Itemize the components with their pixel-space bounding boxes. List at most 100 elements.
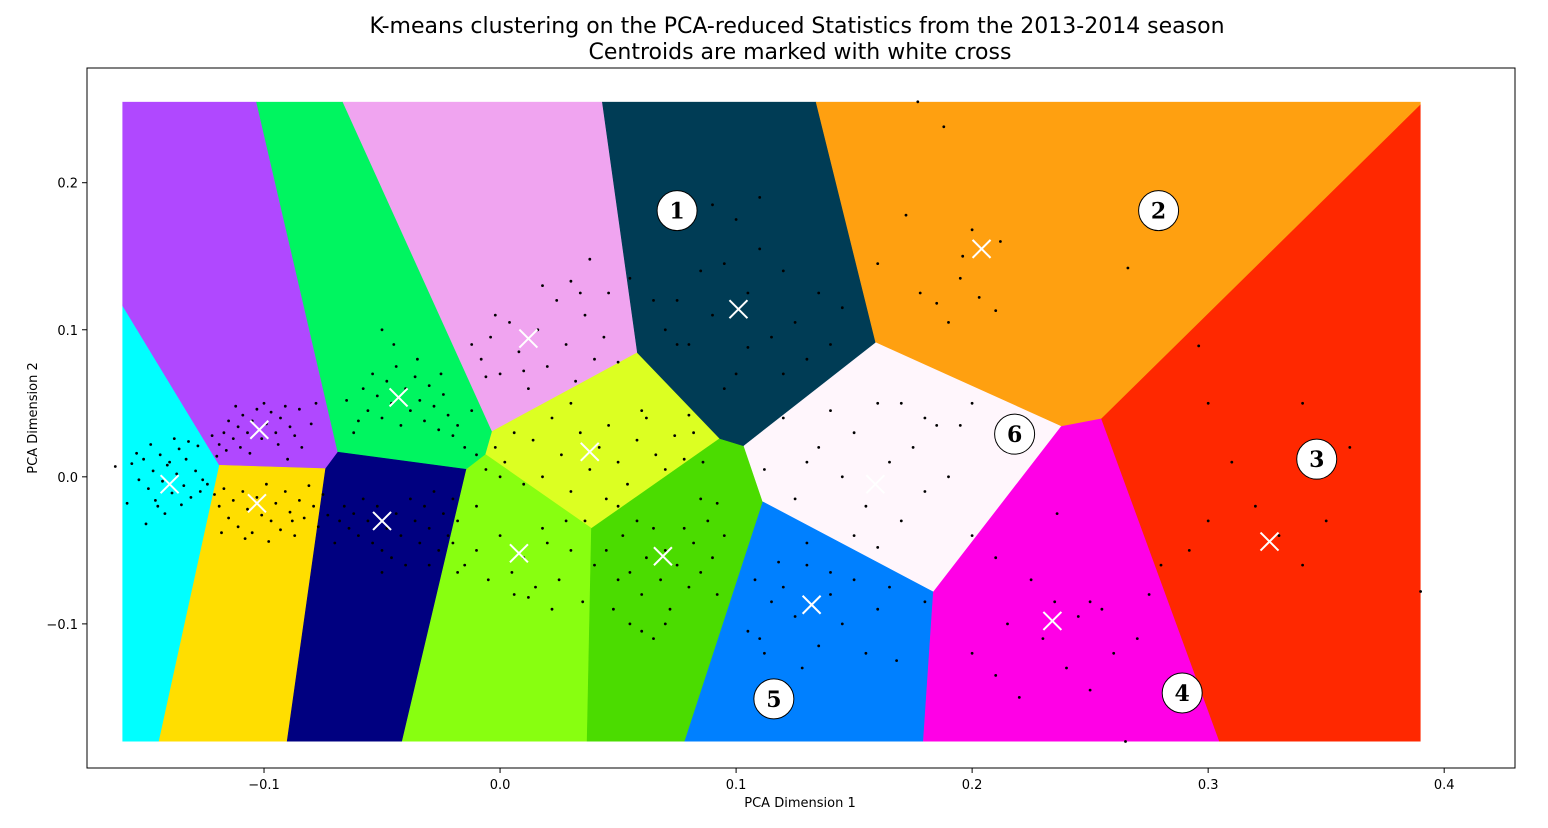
data-point bbox=[142, 457, 146, 461]
centroid-marker bbox=[801, 595, 822, 615]
data-point bbox=[734, 218, 738, 221]
data-point bbox=[699, 571, 703, 574]
data-point bbox=[522, 369, 526, 373]
data-point bbox=[564, 343, 568, 346]
x-tick-label: 0.0 bbox=[490, 778, 511, 793]
data-point bbox=[840, 306, 844, 310]
data-point bbox=[432, 404, 436, 408]
data-point bbox=[746, 346, 750, 349]
data-point bbox=[628, 276, 632, 280]
cluster-badge-label: 2 bbox=[1151, 199, 1166, 225]
data-point bbox=[692, 431, 695, 435]
data-point bbox=[451, 541, 455, 545]
data-point bbox=[1076, 615, 1080, 618]
data-point bbox=[357, 534, 360, 537]
data-point bbox=[793, 321, 797, 324]
data-point bbox=[309, 422, 313, 426]
data-point bbox=[279, 416, 282, 420]
data-point bbox=[1206, 401, 1210, 405]
data-point bbox=[970, 651, 974, 655]
data-point bbox=[475, 549, 478, 552]
data-point bbox=[293, 434, 297, 437]
data-point bbox=[1017, 696, 1021, 699]
data-point bbox=[154, 499, 157, 502]
data-point bbox=[246, 507, 249, 511]
data-point bbox=[569, 549, 573, 552]
data-point bbox=[486, 578, 490, 582]
data-point bbox=[1053, 600, 1057, 604]
data-point bbox=[770, 335, 773, 339]
y-axis-label: PCA Dimension 2 bbox=[26, 362, 41, 473]
data-point bbox=[274, 431, 278, 435]
data-point bbox=[366, 409, 370, 412]
centroid-marker bbox=[372, 511, 392, 531]
data-point bbox=[616, 460, 620, 464]
data-point bbox=[446, 534, 450, 537]
data-point bbox=[314, 401, 318, 405]
data-point bbox=[137, 478, 141, 482]
data-point bbox=[777, 560, 780, 564]
data-point bbox=[994, 556, 998, 560]
data-point bbox=[283, 490, 287, 493]
data-point bbox=[385, 379, 389, 383]
data-point bbox=[675, 563, 679, 567]
cluster-badge: 4 bbox=[1161, 672, 1203, 714]
data-point bbox=[293, 534, 297, 537]
data-point bbox=[578, 431, 582, 435]
data-point bbox=[307, 484, 311, 487]
data-point bbox=[711, 203, 714, 207]
data-point bbox=[793, 497, 797, 501]
data-point bbox=[316, 525, 320, 529]
data-point bbox=[170, 491, 174, 495]
data-point bbox=[243, 537, 247, 540]
data-point bbox=[463, 446, 467, 449]
data-point bbox=[715, 593, 719, 596]
data-point bbox=[298, 499, 301, 502]
data-point bbox=[602, 335, 606, 339]
data-point bbox=[442, 512, 445, 515]
data-point bbox=[446, 413, 450, 417]
data-point bbox=[409, 409, 412, 412]
data-point bbox=[250, 531, 254, 535]
data-point bbox=[342, 504, 346, 508]
data-point bbox=[333, 541, 337, 545]
data-point bbox=[413, 375, 417, 379]
data-point bbox=[418, 399, 422, 402]
data-point bbox=[279, 528, 282, 532]
data-point bbox=[1124, 740, 1127, 743]
data-point bbox=[224, 449, 228, 452]
data-point bbox=[231, 499, 235, 502]
data-point bbox=[262, 401, 266, 405]
data-point bbox=[213, 493, 216, 496]
x-tick-label: 0.2 bbox=[962, 778, 983, 793]
data-point bbox=[163, 512, 167, 515]
data-point bbox=[970, 228, 974, 232]
data-point bbox=[1277, 534, 1281, 537]
data-point bbox=[498, 372, 502, 376]
data-point bbox=[144, 522, 148, 526]
data-point bbox=[1324, 519, 1328, 523]
data-point bbox=[588, 257, 592, 261]
data-point bbox=[427, 384, 431, 387]
data-point bbox=[829, 593, 832, 596]
data-point bbox=[300, 446, 304, 449]
centroid-marker bbox=[249, 420, 270, 440]
data-point bbox=[390, 556, 393, 560]
data-point bbox=[746, 291, 750, 295]
data-point bbox=[935, 424, 939, 427]
data-point bbox=[888, 460, 891, 464]
data-point bbox=[172, 437, 176, 440]
data-point bbox=[852, 431, 856, 435]
data-point bbox=[829, 409, 832, 412]
data-point bbox=[659, 578, 662, 582]
data-point bbox=[569, 490, 573, 493]
data-point bbox=[753, 578, 757, 582]
data-point bbox=[994, 309, 998, 312]
data-point bbox=[640, 629, 644, 633]
data-point bbox=[210, 434, 214, 437]
cluster-badges: 1 2 3 4 5 6 bbox=[656, 190, 1338, 720]
data-point bbox=[531, 438, 535, 442]
data-point bbox=[222, 431, 226, 435]
data-point bbox=[1159, 563, 1163, 567]
data-point bbox=[942, 125, 946, 129]
